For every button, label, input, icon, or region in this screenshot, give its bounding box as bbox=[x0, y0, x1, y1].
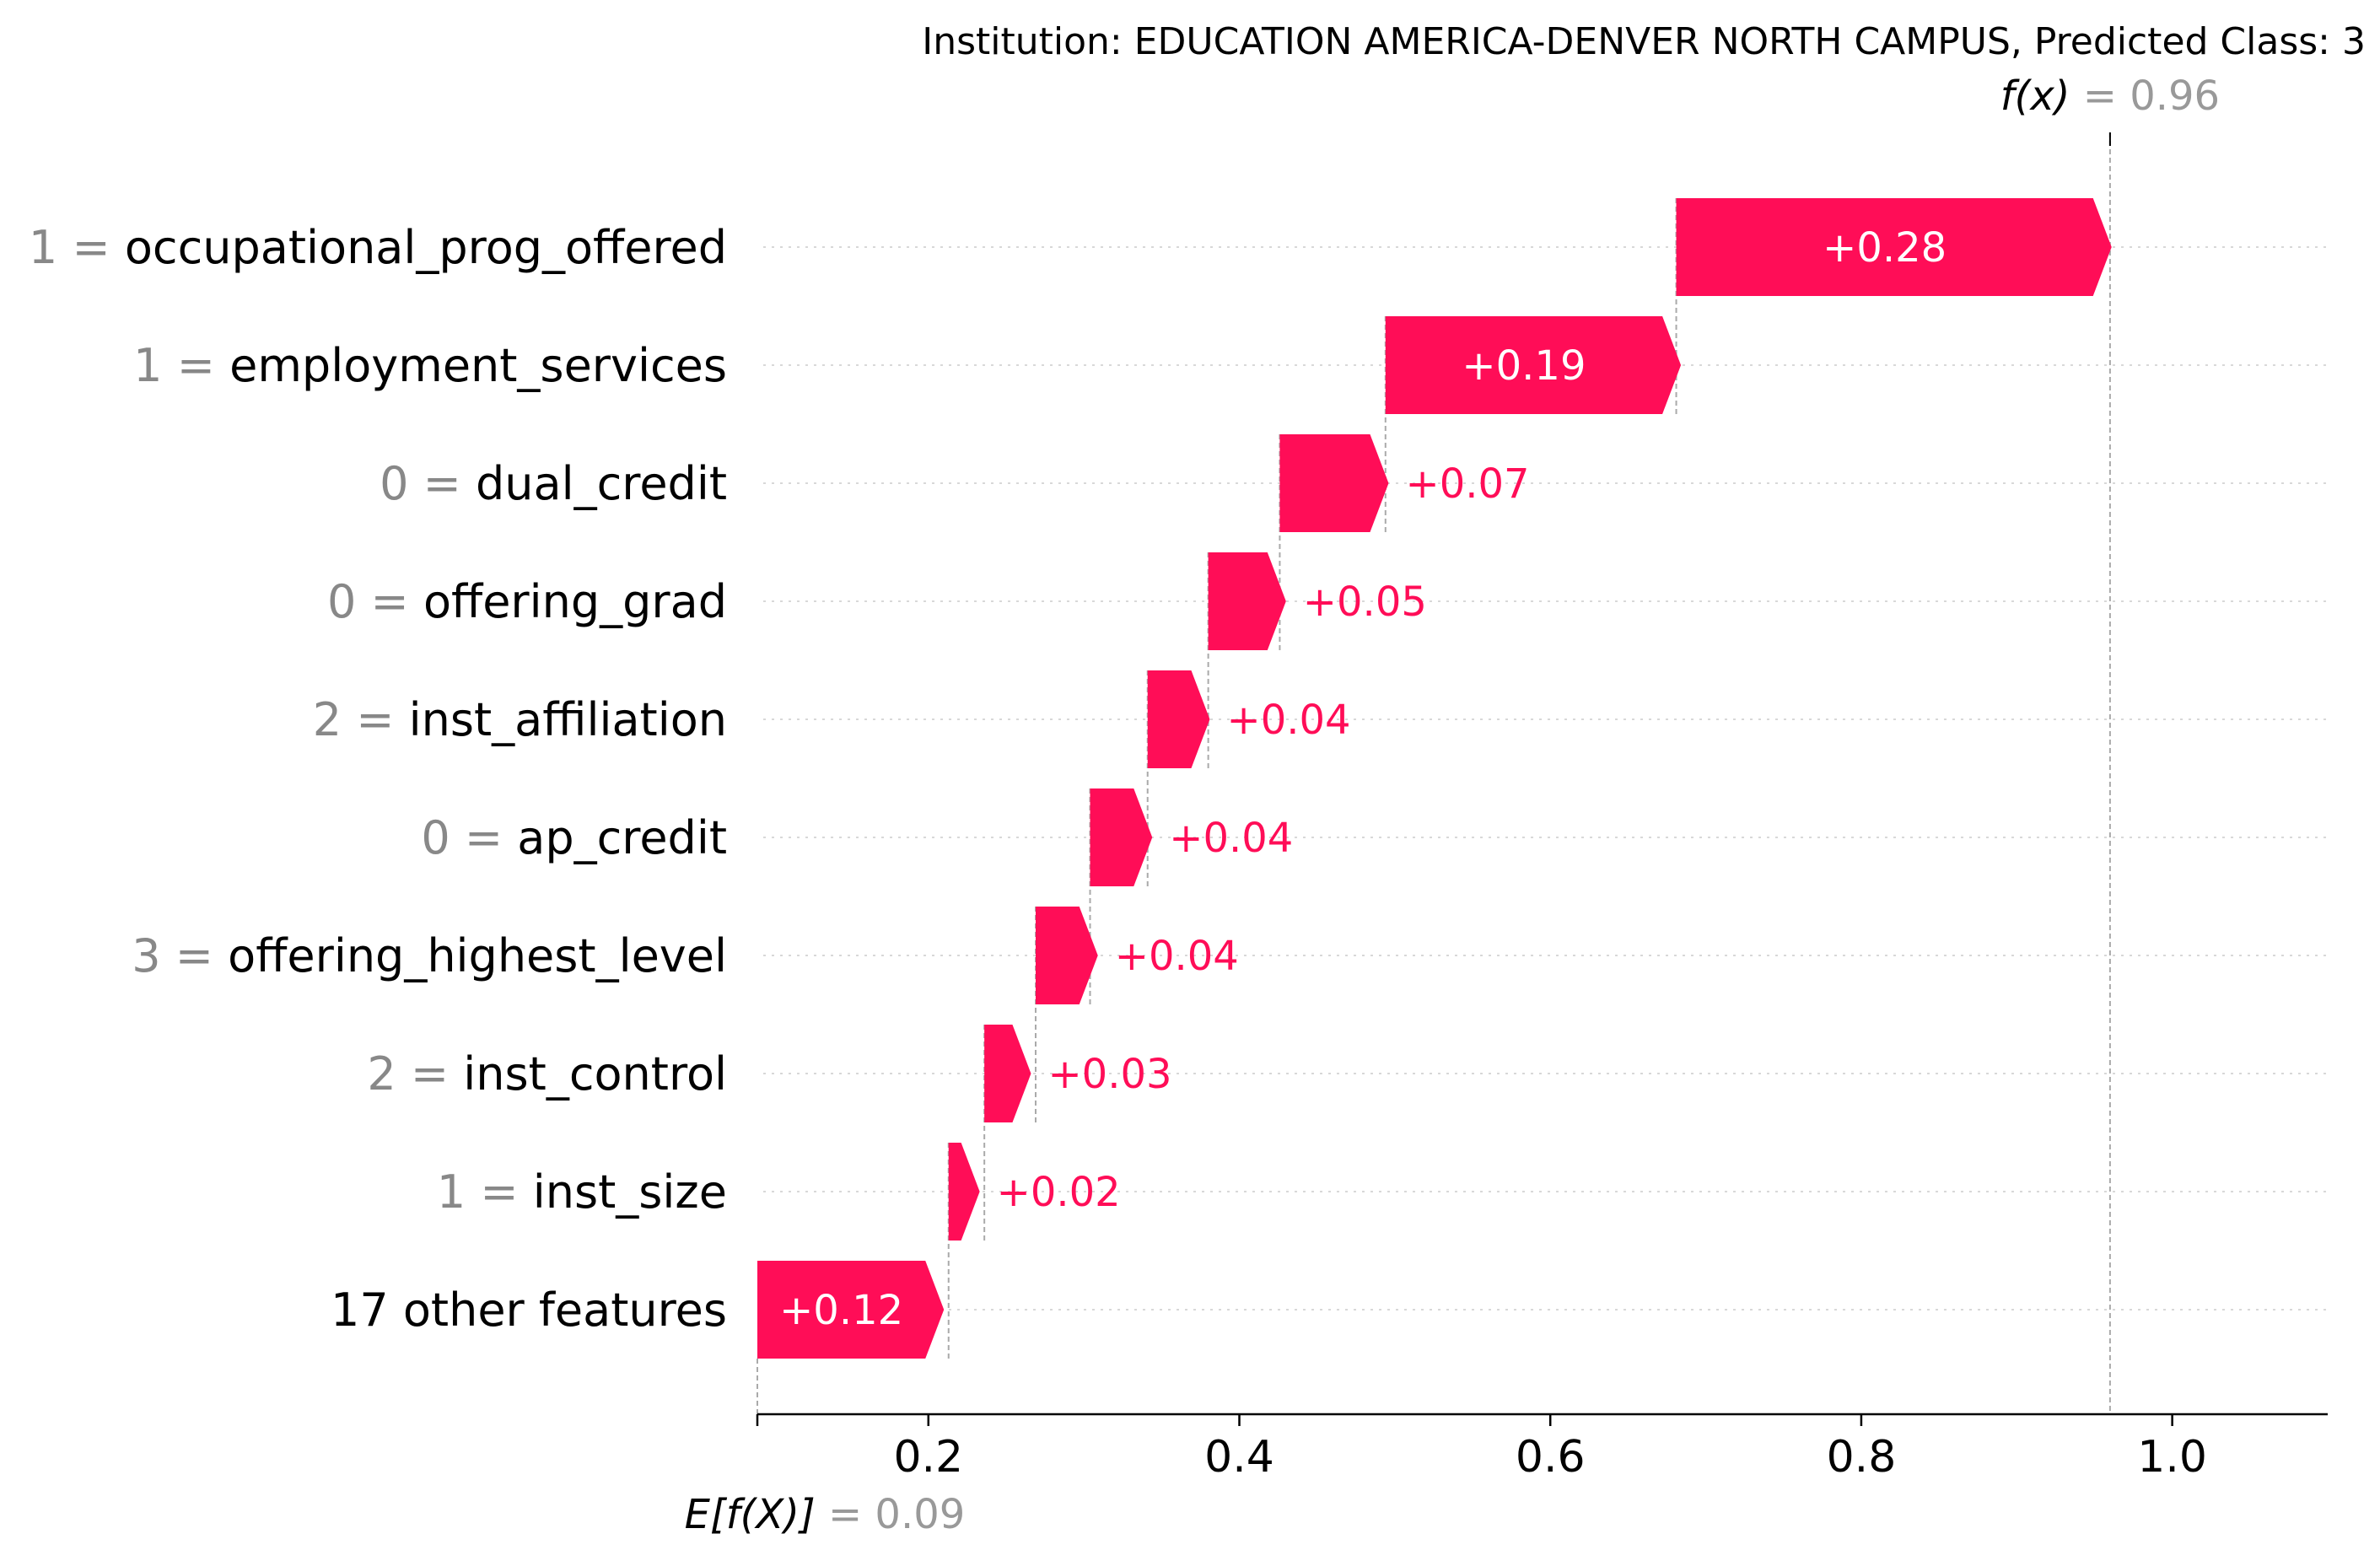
feature-value: 1 = bbox=[133, 339, 229, 392]
x-axis: 0.2 0.4 0.6 0.8 1.0 bbox=[756, 1413, 2328, 1483]
feature-name: offering_highest_level bbox=[228, 929, 727, 982]
feature-value: 0 = bbox=[421, 811, 517, 864]
feature-name: occupational_prog_offered bbox=[125, 221, 727, 274]
bar-value-label: +0.07 bbox=[1405, 460, 1529, 508]
labels-layer: +0.28 1 = occupational_prog_offered +0.19 1… bbox=[29, 221, 1947, 1337]
bar-value-label: +0.04 bbox=[1169, 815, 1293, 862]
x-tick-label: 0.2 bbox=[893, 1432, 963, 1483]
feature-name: ap_credit bbox=[517, 811, 727, 864]
bar-value-label: +0.05 bbox=[1303, 579, 1427, 626]
feature-name: dual_credit bbox=[476, 457, 727, 510]
feature-label: 1 = employment_services bbox=[133, 339, 727, 392]
feature-label: 17 other features bbox=[331, 1284, 727, 1337]
feature-value: 0 = bbox=[380, 457, 476, 510]
feature-value: 2 = bbox=[313, 693, 409, 746]
waterfall-bar bbox=[1147, 670, 1210, 768]
x-tick-label: 0.4 bbox=[1204, 1432, 1274, 1483]
waterfall-bar bbox=[984, 1025, 1031, 1122]
base-value-annotation: E[f(X)] = 0.09 bbox=[685, 1491, 966, 1538]
base-value: = 0.09 bbox=[828, 1491, 965, 1538]
bar-value-label: +0.12 bbox=[779, 1287, 903, 1334]
annotation-layer: f(x) = 0.96 E[f(X)] = 0.09 bbox=[685, 73, 2220, 1538]
waterfall-bar bbox=[948, 1143, 980, 1241]
bar-value-label: +0.04 bbox=[1226, 697, 1350, 744]
x-tick-label: 0.6 bbox=[1516, 1432, 1586, 1483]
feature-value: 0 = bbox=[327, 575, 423, 628]
waterfall-bar bbox=[1676, 198, 2112, 296]
feature-name: inst_size bbox=[533, 1165, 727, 1219]
feature-label: 2 = inst_affiliation bbox=[313, 693, 727, 746]
feature-name: offering_grad bbox=[423, 575, 727, 628]
base-label: E[f(X)] bbox=[685, 1491, 828, 1538]
output-value-annotation: f(x) = 0.96 bbox=[2000, 73, 2220, 120]
feature-label: 3 = offering_highest_level bbox=[132, 929, 727, 982]
bar-value-label: +0.28 bbox=[1823, 224, 1947, 272]
feature-name: 17 other features bbox=[331, 1284, 727, 1337]
bar-value-label: +0.19 bbox=[1462, 342, 1586, 390]
feature-value: 1 = bbox=[29, 221, 125, 274]
feature-label: 1 = occupational_prog_offered bbox=[29, 221, 727, 274]
feature-value: 3 = bbox=[132, 929, 228, 982]
x-tick-label: 1.0 bbox=[2137, 1432, 2207, 1483]
bar-value-label: +0.02 bbox=[997, 1169, 1121, 1216]
output-value: = 0.96 bbox=[2083, 73, 2220, 120]
feature-label: 0 = offering_grad bbox=[327, 575, 727, 628]
waterfall-bar bbox=[1279, 434, 1389, 532]
waterfall-bar bbox=[1035, 907, 1098, 1004]
output-label: f(x) bbox=[2000, 73, 2083, 120]
feature-label: 0 = dual_credit bbox=[380, 457, 727, 510]
bar-value-label: +0.04 bbox=[1115, 933, 1239, 980]
chart-title: Institution: EDUCATION AMERICA-DENVER NO… bbox=[922, 20, 2366, 63]
bars-layer bbox=[757, 198, 2112, 1359]
feature-name: inst_affiliation bbox=[409, 693, 727, 746]
waterfall-bar bbox=[1090, 788, 1153, 886]
feature-label: 1 = inst_size bbox=[437, 1165, 727, 1219]
feature-label: 0 = ap_credit bbox=[421, 811, 727, 864]
x-tick-label: 0.8 bbox=[1827, 1432, 1897, 1483]
bar-value-label: +0.03 bbox=[1047, 1051, 1171, 1098]
feature-label: 2 = inst_control bbox=[367, 1047, 727, 1101]
waterfall-bar bbox=[757, 1261, 945, 1359]
feature-name: employment_services bbox=[229, 339, 727, 392]
feature-value: 1 = bbox=[437, 1165, 533, 1219]
feature-value: 2 = bbox=[367, 1047, 463, 1101]
waterfall-bar bbox=[1208, 552, 1286, 650]
waterfall-bar bbox=[1385, 316, 1682, 414]
feature-name: inst_control bbox=[463, 1047, 727, 1101]
